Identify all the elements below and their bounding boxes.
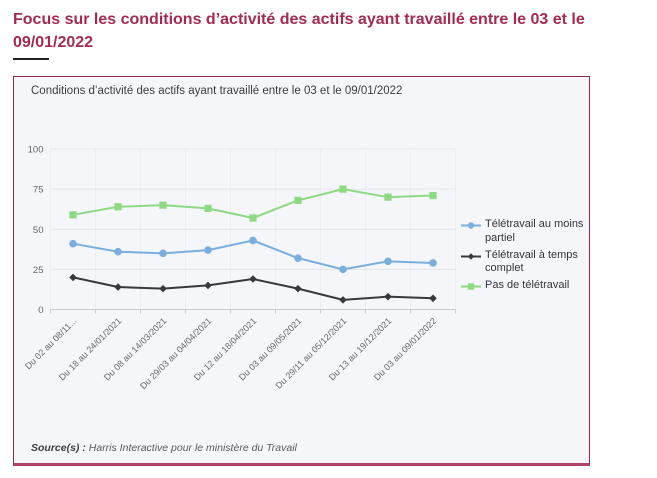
line-chart: 0 25 50 75 100 Du 02 au 08/11... Du 18 au 24/0… xyxy=(14,77,591,467)
y-axis-tick-label: 100 xyxy=(28,145,44,156)
legend-item[interactable]: Télétravail au moins partiel xyxy=(461,218,585,246)
circle-data-point-marker[interactable] xyxy=(249,236,257,245)
chart-card: Conditions d’activité des actifs ayant t… xyxy=(13,76,590,466)
circle-data-point-marker[interactable] xyxy=(339,265,347,274)
title-underline xyxy=(13,58,49,60)
square-data-point-marker[interactable] xyxy=(69,211,77,219)
legend-label: Télétravail à temps complet xyxy=(485,248,578,275)
diamond-data-point-marker[interactable] xyxy=(339,296,347,304)
diamond-data-point-marker[interactable] xyxy=(384,292,392,301)
legend-label: Télétravail au moins partiel xyxy=(485,218,584,244)
circle-data-point-marker xyxy=(467,222,475,229)
diamond-data-point-marker[interactable] xyxy=(114,283,122,291)
square-data-point-marker[interactable] xyxy=(249,214,257,222)
series-line xyxy=(72,239,434,271)
square-data-point-marker[interactable] xyxy=(204,204,212,212)
circle-data-point-marker[interactable] xyxy=(114,247,122,256)
y-axis-tick-label: 75 xyxy=(33,185,44,196)
legend-marker-icon xyxy=(461,283,481,290)
square-data-point-marker[interactable] xyxy=(384,193,392,201)
chart-title: Conditions d’activité des actifs ayant t… xyxy=(31,85,403,97)
square-data-point-marker[interactable] xyxy=(294,196,302,204)
diamond-data-point-marker[interactable] xyxy=(429,294,437,303)
diamond-data-point-marker[interactable] xyxy=(159,284,167,293)
circle-data-point-marker[interactable] xyxy=(294,254,302,262)
circle-data-point-marker[interactable] xyxy=(204,246,212,254)
circle-data-point-marker[interactable] xyxy=(69,239,77,248)
circle-data-point-marker[interactable] xyxy=(429,259,437,267)
y-axis-tick-label: 25 xyxy=(33,265,44,276)
legend-marker-icon xyxy=(461,222,481,229)
diamond-data-point-marker[interactable] xyxy=(69,273,77,282)
diamond-data-point-marker[interactable] xyxy=(204,281,212,290)
y-axis-tick-label: 50 xyxy=(33,225,44,236)
circle-data-point-marker[interactable] xyxy=(384,257,392,266)
square-data-point-marker[interactable] xyxy=(114,203,122,211)
legend-item[interactable]: Pas de télétravail xyxy=(461,279,585,293)
source-text: Harris Interactive pour le ministère du … xyxy=(88,442,297,454)
chart-legend: Télétravail au moins partiel Télétravail … xyxy=(461,218,585,293)
diamond-data-point-marker xyxy=(467,252,475,260)
legend-item[interactable]: Télétravail à temps complet xyxy=(461,249,585,277)
diamond-data-point-marker[interactable] xyxy=(294,284,302,293)
series-line xyxy=(72,188,434,220)
legend-label: Pas de télétravail xyxy=(485,279,570,291)
square-data-point-marker[interactable] xyxy=(339,185,347,193)
source-label: Source(s) : xyxy=(31,442,86,454)
diamond-data-point-marker[interactable] xyxy=(249,275,257,283)
square-data-point-marker xyxy=(467,283,475,290)
circle-data-point-marker[interactable] xyxy=(159,249,167,258)
y-axis-tick-label: 0 xyxy=(38,305,43,316)
legend-marker-icon xyxy=(461,252,481,260)
source-line: Source(s) : Harris Interactive pour le m… xyxy=(31,442,577,454)
square-data-point-marker[interactable] xyxy=(429,191,437,200)
square-data-point-marker[interactable] xyxy=(159,201,167,209)
page-title: Focus sur les conditions d’activité des … xyxy=(13,11,585,52)
